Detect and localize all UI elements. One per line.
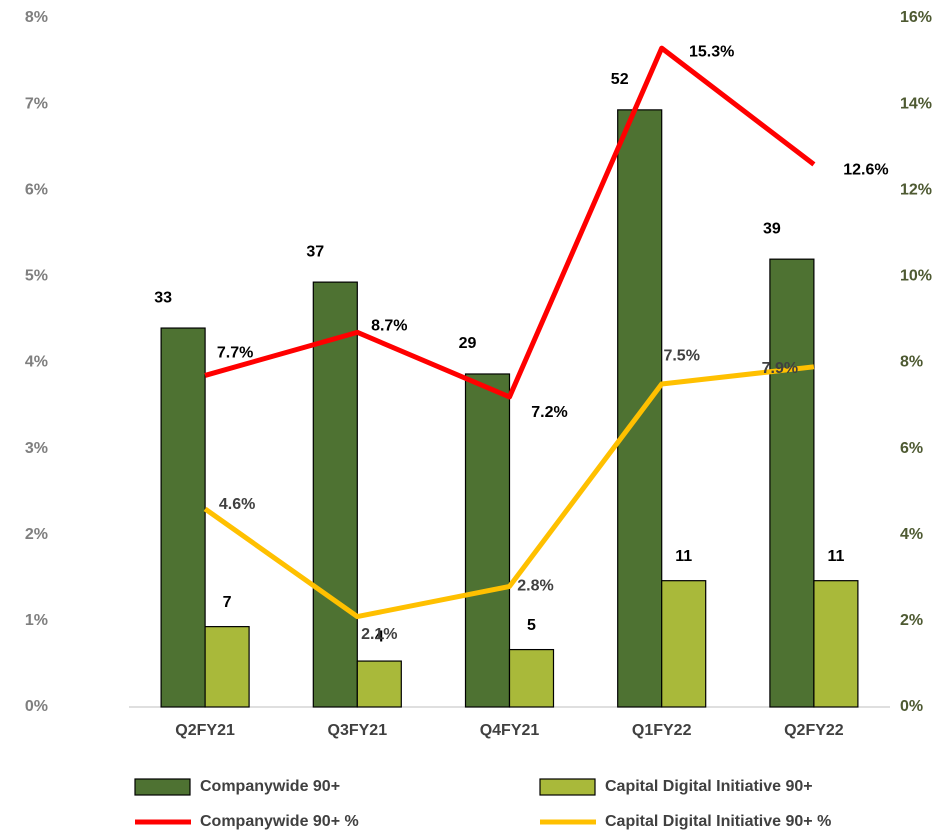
bar-label: 7 (223, 594, 232, 611)
y2-tick-label: 6% (900, 440, 923, 457)
y2-tick-label: 12% (900, 181, 932, 198)
legend-swatch (134, 778, 191, 796)
y-tick-label: 0% (25, 698, 48, 715)
bar-label: 33 (154, 289, 172, 306)
bar (312, 281, 358, 708)
line (203, 364, 815, 620)
x-tick-label: Q3FY21 (328, 722, 388, 739)
y-tick-label: 7% (25, 95, 48, 112)
legend-swatch (539, 778, 596, 796)
bar-label: 4 (375, 628, 384, 645)
bar-label: 39 (763, 220, 781, 237)
y-tick-label: 5% (25, 268, 48, 285)
bar (508, 648, 555, 708)
bar-label: 37 (306, 243, 324, 260)
line-label: 7.5% (663, 347, 699, 364)
bar (769, 258, 815, 708)
y-tick-label: 4% (25, 354, 48, 371)
bar-label: 5 (527, 617, 536, 634)
bar-label: 29 (459, 335, 477, 352)
line-label: 7.2% (531, 404, 567, 421)
line (204, 45, 816, 400)
y-tick-label: 6% (25, 181, 48, 198)
bar-label: 11 (675, 548, 692, 565)
bar (356, 660, 402, 708)
legend-label: Companywide 90+ % (200, 813, 359, 830)
y2-tick-label: 14% (900, 95, 932, 112)
legend-label: Capital Digital Initiative 90+ (605, 778, 813, 795)
bar-label: 11 (827, 548, 844, 565)
x-tick-label: Q2FY22 (784, 722, 844, 739)
y2-tick-label: 10% (900, 268, 932, 285)
line-label: 4.6% (219, 496, 255, 513)
y2-tick-label: 0% (900, 698, 923, 715)
line-label: 7.7% (217, 345, 253, 362)
y2-tick-label: 16% (900, 9, 932, 26)
bar (204, 626, 250, 708)
y2-tick-label: 8% (900, 354, 923, 371)
legend-label: Capital Digital Initiative 90+ % (605, 813, 831, 830)
bar (661, 580, 707, 708)
line-label: 15.3% (689, 43, 734, 60)
bar-label: 52 (611, 71, 629, 88)
bar (813, 580, 859, 708)
line-label: 2.8% (517, 578, 553, 595)
line-label: 8.7% (371, 318, 407, 335)
x-tick-label: Q4FY21 (480, 722, 540, 739)
bar (464, 373, 511, 708)
y-tick-label: 8% (25, 9, 48, 26)
y2-tick-label: 2% (900, 612, 923, 629)
line-label: 12.6% (843, 162, 888, 179)
y-tick-label: 1% (25, 612, 48, 629)
line-label: 7.9% (762, 360, 798, 377)
y2-tick-label: 4% (900, 526, 923, 543)
bar (160, 327, 206, 708)
line-label: 2.1% (361, 626, 397, 643)
y-tick-label: 2% (25, 526, 48, 543)
legend-label: Companywide 90+ (200, 778, 340, 795)
bar (617, 109, 663, 708)
x-tick-label: Q1FY22 (632, 722, 692, 739)
y-tick-label: 3% (25, 440, 48, 457)
x-tick-label: Q2FY21 (175, 722, 235, 739)
